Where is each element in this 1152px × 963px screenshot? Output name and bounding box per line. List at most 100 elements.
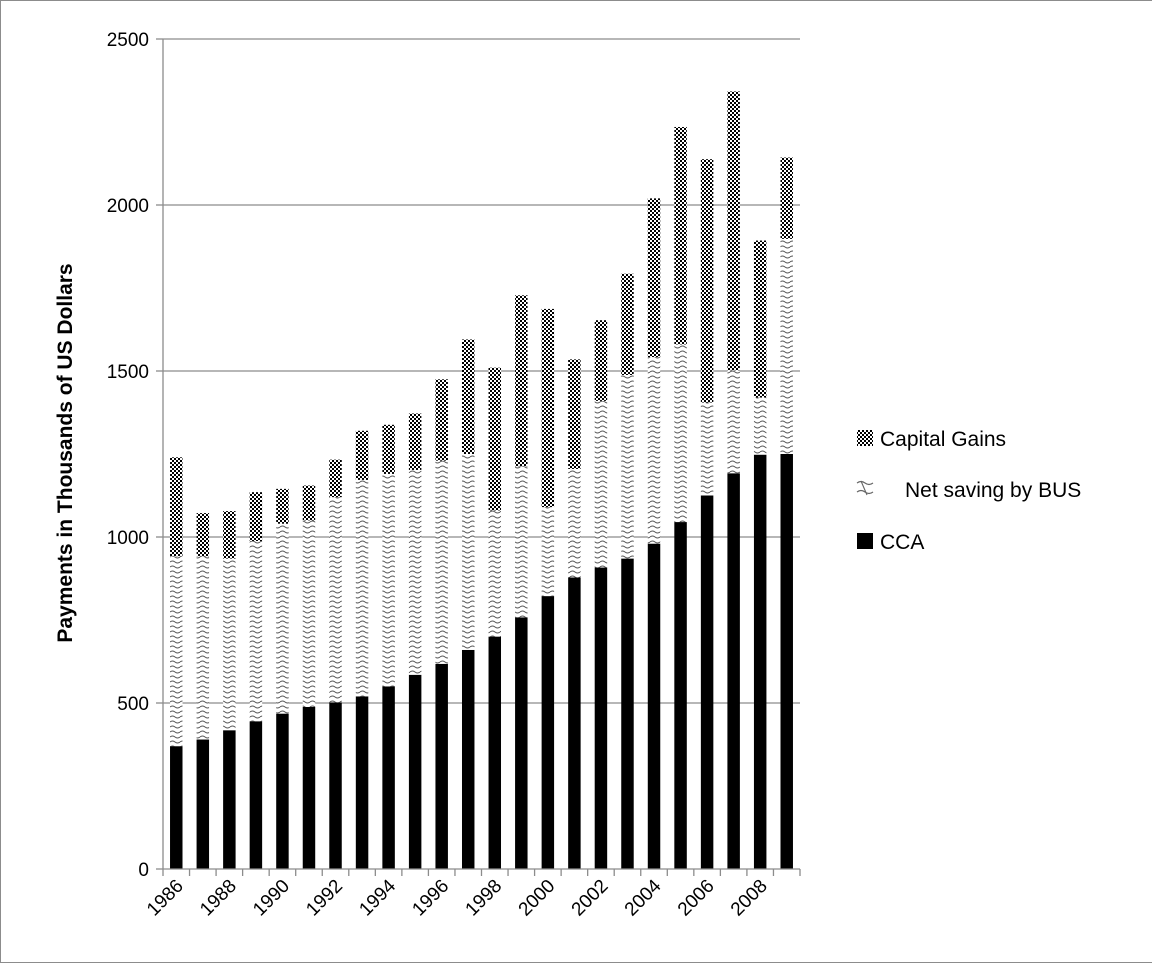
legend-swatch-cca — [857, 533, 873, 549]
x-tick-labels: 1986 1988 1990 1992 1994 1996 1998 2000 2002 2004… — [143, 875, 772, 920]
bar-capital-gains-2007 — [727, 91, 740, 371]
bar-net-saving-by-bus-1987 — [196, 556, 210, 740]
x-tick-label-1986: 1986 — [143, 876, 188, 921]
bar-cca-1986 — [170, 746, 183, 869]
bar-capital-gains-1994 — [382, 424, 395, 474]
bar-net-saving-by-bus-1991 — [302, 520, 316, 707]
bar-net-saving-by-bus-1993 — [355, 479, 369, 697]
bar-capital-gains-2008 — [753, 240, 767, 398]
bar-net-saving-by-bus-1994 — [382, 473, 395, 687]
bar-net-saving-by-bus-2009 — [780, 238, 793, 454]
bar-net-saving-by-bus-2007 — [727, 370, 740, 474]
bar-net-saving-by-bus-2006 — [700, 402, 714, 496]
bar-cca-1990 — [276, 713, 289, 869]
bar-cca-1988 — [223, 730, 236, 869]
legend: Capital Gains Net saving by BUS CCA — [856, 428, 1081, 554]
bar-cca-1997 — [461, 649, 475, 869]
y-axis-label: Payments in Thousands of US Dollars — [54, 263, 77, 642]
y-tick-labels: 0 500 1000 1500 2000 2500 — [107, 30, 149, 881]
y-tick-label-2500: 2500 — [107, 30, 149, 51]
x-tick-label-1988: 1988 — [196, 876, 241, 921]
bar-cca-2008 — [753, 454, 767, 869]
bar-net-saving-by-bus-1999 — [515, 466, 528, 618]
bar-cca-1994 — [382, 686, 395, 869]
bar-net-saving-by-bus-1998 — [488, 510, 502, 637]
bar-cca-1991 — [302, 706, 316, 869]
bar-cca-1992 — [329, 702, 342, 869]
bars — [170, 91, 793, 869]
y-tick-label-500: 500 — [117, 694, 149, 715]
axes — [156, 38, 801, 876]
legend-swatch-net-saving-by-bus — [856, 480, 874, 496]
bar-capital-gains-1999 — [515, 295, 528, 467]
x-tick-label-2006: 2006 — [674, 876, 719, 921]
x-tick-label-2000: 2000 — [515, 876, 560, 921]
bar-net-saving-by-bus-2004 — [647, 357, 661, 544]
bar-net-saving-by-bus-2002 — [594, 400, 608, 568]
bar-cca-2009 — [780, 454, 793, 869]
bar-capital-gains-2005 — [674, 126, 687, 345]
bar-net-saving-by-bus-2000 — [541, 507, 555, 597]
x-tick-label-2008: 2008 — [727, 876, 772, 921]
x-tick-label-1990: 1990 — [249, 876, 294, 921]
bar-capital-gains-2002 — [594, 320, 608, 401]
bar-net-saving-by-bus-2005 — [674, 344, 687, 523]
bar-capital-gains-1996 — [435, 379, 448, 461]
bar-cca-2001 — [568, 577, 581, 869]
bar-capital-gains-1991 — [302, 485, 316, 521]
bar-capital-gains-2009 — [780, 157, 793, 239]
bar-capital-gains-1986 — [170, 457, 183, 557]
x-tick-label-1992: 1992 — [302, 876, 347, 921]
bar-cca-1999 — [515, 617, 528, 869]
bar-capital-gains-2006 — [700, 159, 714, 403]
bar-capital-gains-1997 — [461, 339, 475, 454]
bar-capital-gains-2001 — [568, 359, 581, 469]
bar-net-saving-by-bus-2003 — [621, 374, 634, 559]
bar-capital-gains-1989 — [249, 492, 263, 541]
bar-cca-2005 — [674, 522, 687, 869]
bar-cca-1998 — [488, 636, 502, 869]
y-tick-label-2000: 2000 — [107, 196, 149, 217]
bar-cca-2004 — [647, 543, 661, 869]
bar-cca-2006 — [700, 495, 714, 869]
bar-net-saving-by-bus-1992 — [329, 497, 342, 703]
bar-capital-gains-1988 — [223, 511, 236, 559]
legend-label-net-saving-by-bus: Net saving by BUS — [905, 479, 1081, 502]
bar-capital-gains-1998 — [488, 367, 502, 511]
x-tick-label-2002: 2002 — [568, 876, 613, 921]
bar-cca-2007 — [727, 473, 740, 869]
x-tick-label-1994: 1994 — [355, 875, 400, 920]
y-tick-label-0: 0 — [138, 860, 149, 881]
y-tick-label-1500: 1500 — [107, 362, 149, 383]
bar-cca-1995 — [408, 674, 422, 869]
bar-net-saving-by-bus-2001 — [568, 468, 581, 578]
bar-net-saving-by-bus-2008 — [753, 397, 767, 455]
bar-capital-gains-1993 — [355, 430, 369, 480]
bar-net-saving-by-bus-1990 — [276, 523, 289, 714]
y-tick-label-1000: 1000 — [107, 528, 149, 549]
bar-cca-2000 — [541, 596, 555, 869]
gridlines — [163, 38, 800, 704]
bar-net-saving-by-bus-1995 — [408, 469, 422, 675]
bar-capital-gains-2004 — [647, 198, 661, 358]
bar-capital-gains-1995 — [408, 413, 422, 470]
bar-cca-1989 — [249, 721, 263, 869]
x-tick-label-2004: 2004 — [621, 875, 666, 920]
bar-cca-1987 — [196, 739, 210, 869]
bar-capital-gains-1992 — [329, 459, 342, 498]
bar-cca-2002 — [594, 567, 608, 869]
x-tick-label-1998: 1998 — [462, 876, 507, 921]
legend-swatch-capital-gains — [857, 430, 873, 446]
bar-net-saving-by-bus-1988 — [223, 558, 236, 731]
x-tick-label-1996: 1996 — [408, 876, 453, 921]
bar-cca-1993 — [355, 696, 369, 869]
bar-cca-2003 — [621, 558, 634, 869]
bar-net-saving-by-bus-1989 — [249, 540, 263, 722]
legend-label-capital-gains: Capital Gains — [880, 428, 1006, 451]
bar-capital-gains-2003 — [621, 273, 634, 375]
bar-net-saving-by-bus-1997 — [461, 454, 475, 650]
bar-net-saving-by-bus-1986 — [170, 556, 183, 747]
bar-cca-1996 — [435, 663, 448, 869]
bar-capital-gains-2000 — [541, 308, 555, 508]
